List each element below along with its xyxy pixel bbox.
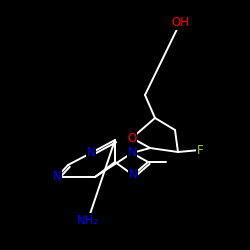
Text: N: N [128,168,138,181]
Text: N: N [87,146,96,160]
Text: F: F [197,144,203,156]
Text: N: N [52,170,62,183]
Text: OH: OH [171,16,189,30]
Text: O: O [128,132,136,144]
Text: N: N [128,146,136,160]
Text: NH₂: NH₂ [77,214,99,226]
